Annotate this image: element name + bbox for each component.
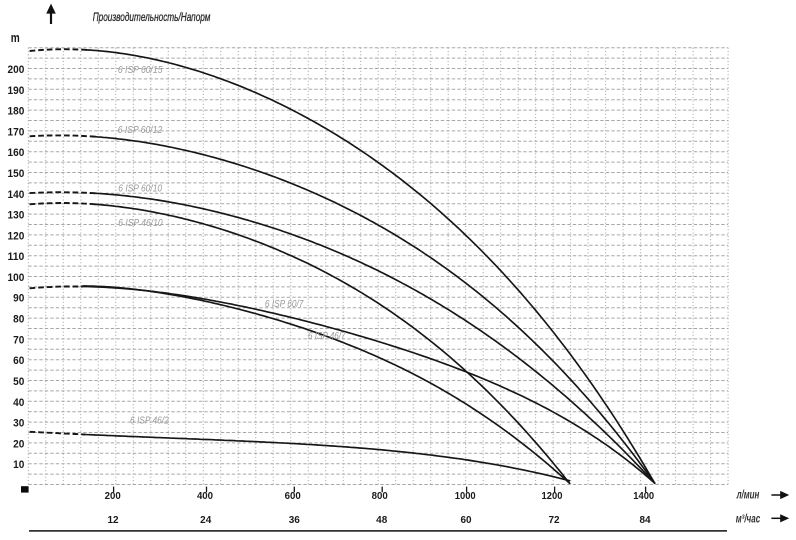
svg-text:6 ISP 46/7: 6 ISP 46/7 bbox=[308, 331, 346, 342]
svg-text:12: 12 bbox=[107, 515, 119, 526]
svg-text:80: 80 bbox=[13, 314, 24, 326]
svg-text:200: 200 bbox=[8, 64, 25, 76]
svg-text:6 ISP 60/7: 6 ISP 60/7 bbox=[265, 299, 304, 310]
svg-text:1200: 1200 bbox=[542, 491, 563, 502]
svg-text:72: 72 bbox=[548, 515, 560, 526]
svg-text:160: 160 bbox=[8, 147, 25, 159]
svg-text:10: 10 bbox=[13, 459, 24, 471]
svg-text:130: 130 bbox=[8, 210, 25, 222]
svg-text:110: 110 bbox=[8, 251, 25, 263]
svg-text:90: 90 bbox=[13, 293, 24, 305]
svg-text:m: m bbox=[11, 31, 20, 45]
svg-text:180: 180 bbox=[8, 106, 25, 118]
svg-text:120: 120 bbox=[8, 230, 25, 242]
svg-text:50: 50 bbox=[13, 376, 24, 388]
svg-text:190: 190 bbox=[8, 85, 25, 97]
svg-text:48: 48 bbox=[376, 515, 388, 526]
svg-text:140: 140 bbox=[8, 189, 25, 201]
svg-text:800: 800 bbox=[372, 491, 389, 502]
svg-text:36: 36 bbox=[289, 515, 301, 526]
svg-text:6 ISP 60/10: 6 ISP 60/10 bbox=[118, 184, 162, 195]
svg-text:м³/час: м³/час bbox=[736, 513, 761, 525]
svg-text:60: 60 bbox=[13, 355, 24, 367]
svg-text:1000: 1000 bbox=[455, 491, 476, 502]
svg-text:40: 40 bbox=[13, 397, 24, 409]
svg-text:6 ISP 60/15: 6 ISP 60/15 bbox=[118, 65, 163, 76]
svg-text:400: 400 bbox=[197, 491, 214, 502]
svg-text:л/мин: л/мин bbox=[736, 490, 759, 502]
svg-text:6 ISP 60/12: 6 ISP 60/12 bbox=[118, 125, 163, 136]
svg-text:200: 200 bbox=[105, 491, 122, 502]
svg-text:24: 24 bbox=[200, 515, 212, 526]
svg-text:Производительность/Напорм: Производительность/Напорм bbox=[93, 10, 211, 24]
svg-text:1400: 1400 bbox=[633, 491, 654, 502]
svg-text:20: 20 bbox=[13, 438, 24, 450]
svg-text:600: 600 bbox=[285, 491, 302, 502]
svg-text:170: 170 bbox=[8, 126, 25, 138]
svg-text:100: 100 bbox=[8, 272, 25, 284]
svg-text:6 ISP 46/2: 6 ISP 46/2 bbox=[130, 415, 169, 426]
svg-text:70: 70 bbox=[13, 334, 24, 346]
svg-text:6 ISP 46/10: 6 ISP 46/10 bbox=[118, 218, 163, 229]
svg-text:60: 60 bbox=[460, 515, 472, 526]
svg-text:84: 84 bbox=[639, 515, 651, 526]
svg-text:150: 150 bbox=[8, 168, 25, 180]
svg-text:30: 30 bbox=[13, 418, 24, 430]
